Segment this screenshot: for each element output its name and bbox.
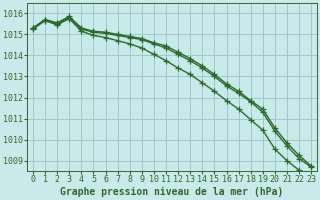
X-axis label: Graphe pression niveau de la mer (hPa): Graphe pression niveau de la mer (hPa) xyxy=(60,187,284,197)
